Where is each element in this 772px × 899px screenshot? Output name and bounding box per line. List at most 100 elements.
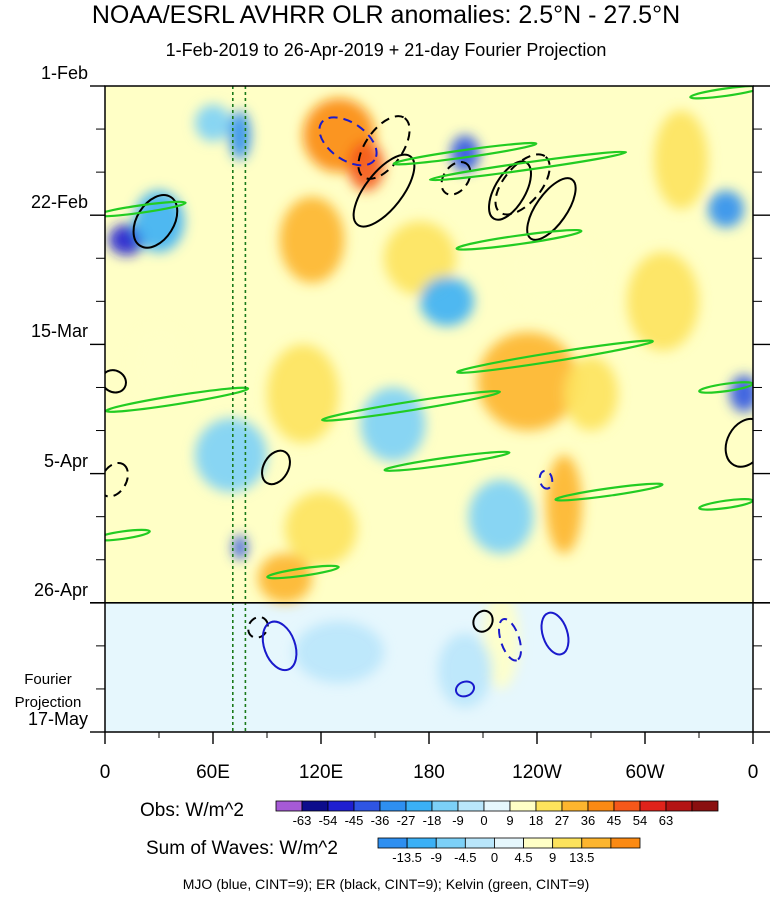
waves-colorbar-swatch xyxy=(435,837,466,849)
obs-colorbar-tick-label: 0 xyxy=(480,813,488,828)
obs-colorbar-swatch xyxy=(431,800,459,812)
kelvin-contour xyxy=(105,200,187,218)
obs-colorbar-swatch xyxy=(587,800,615,812)
er-contour xyxy=(724,417,753,468)
anomaly-blob xyxy=(729,375,753,413)
x-tick-label: 120W xyxy=(512,762,562,783)
projection-background xyxy=(105,602,753,732)
anomaly-blob xyxy=(294,621,384,683)
plot-axes xyxy=(90,85,770,744)
anomaly-blob xyxy=(232,535,248,560)
obs-colorbar-swatch xyxy=(535,800,563,812)
waves-colorbar-swatch xyxy=(552,837,583,849)
waves-colorbar-swatch xyxy=(494,837,524,849)
anomaly-blob xyxy=(627,252,699,351)
y-tick-label: 15-Mar xyxy=(30,321,88,342)
obs-colorbar-swatch xyxy=(327,800,355,812)
er-contour xyxy=(247,616,269,639)
obs-colorbar-tick-label: 36 xyxy=(580,813,596,828)
obs-colorbar-tick-label: 54 xyxy=(632,813,648,828)
kelvin-contour xyxy=(392,141,538,166)
obs-colorbar-swatch xyxy=(353,800,381,812)
y-tick-label: 26-Apr xyxy=(33,579,88,600)
chart-title: NOAA/ESRL AVHRR OLR anomalies: 2.5°N - 2… xyxy=(91,1,681,29)
obs-colorbar-swatch xyxy=(665,800,693,812)
obs-colorbar-swatch xyxy=(275,800,303,812)
obs-colorbar-tick-label: -63 xyxy=(292,813,312,828)
er-contour xyxy=(494,153,551,216)
obs-colorbar-tick-label: -54 xyxy=(318,813,338,828)
kelvin-contour xyxy=(266,564,340,580)
x-tick-label: 120E xyxy=(298,762,344,783)
waves-colorbar-swatch xyxy=(464,837,495,849)
waves-colorbar-swatch xyxy=(610,837,641,849)
waves-colorbar-tick-label: -13.5 xyxy=(392,850,422,865)
x-tick-label: 0 xyxy=(747,762,759,783)
kelvin-contour xyxy=(105,386,250,413)
kelvin-contour xyxy=(455,228,583,251)
anomaly-blob xyxy=(267,344,339,443)
waves-colorbar-swatch xyxy=(523,837,554,849)
obs-colorbar-swatch xyxy=(483,800,511,812)
waves-colorbar-tick-label: -4.5 xyxy=(454,850,477,865)
anomaly-blob xyxy=(468,479,534,554)
obs-colorbar-swatch xyxy=(691,800,719,812)
obs-colorbar-tick-label: -18 xyxy=(422,813,442,828)
anomaly-blobs xyxy=(108,98,753,708)
obs-colorbar-tick-label: -9 xyxy=(452,813,464,828)
waves-colorbar-tick-label: -9 xyxy=(430,850,442,865)
mjo-contour xyxy=(318,116,378,167)
obs-colorbar-tick-label: 18 xyxy=(528,813,544,828)
er-contour xyxy=(472,609,494,633)
waves-colorbar-tick-label: 4.5 xyxy=(514,850,533,865)
obs-colorbar-tick-label: -36 xyxy=(370,813,390,828)
er-contour xyxy=(526,177,577,241)
anomaly-blob xyxy=(564,356,618,431)
anomaly-blob xyxy=(450,135,480,173)
anomaly-blob xyxy=(279,196,345,283)
wave-legend-note: MJO (blue, CINT=9); ER (black, CINT=9); … xyxy=(182,876,590,892)
obs-colorbar-tick-label: 27 xyxy=(554,813,570,828)
anomaly-blob xyxy=(477,332,579,431)
mjo-contour xyxy=(454,680,476,698)
y-tick-label: 17-May xyxy=(27,709,88,729)
waves-colorbar-tick-label: 9 xyxy=(549,850,557,865)
mjo-contour xyxy=(261,620,298,672)
anomaly-blob xyxy=(384,221,456,296)
anomaly-blob xyxy=(510,233,600,308)
kelvin-contour xyxy=(456,339,654,374)
obs-colorbar-swatch xyxy=(561,800,589,812)
obs-colorbar-swatch xyxy=(405,800,433,812)
anomaly-blob xyxy=(285,492,357,566)
anomaly-blob xyxy=(420,276,474,326)
anomaly-blob xyxy=(195,418,267,493)
colorbars xyxy=(275,800,719,849)
wave-contours xyxy=(105,86,753,732)
obs-colorbar-title: Obs: W/m^2 xyxy=(140,800,244,821)
obs-colorbar-tick-label: 45 xyxy=(606,813,622,828)
y-tick-label: 1-Feb xyxy=(40,63,88,83)
anomaly-blob xyxy=(132,325,186,400)
mjo-contour xyxy=(497,617,523,662)
er-contour xyxy=(440,160,472,196)
waves-colorbar-tick-label: 0 xyxy=(490,850,499,865)
y-tick-label: 22-Feb xyxy=(30,192,88,213)
er-contour xyxy=(132,194,179,249)
olr-anomaly-field xyxy=(105,86,753,732)
kelvin-contour xyxy=(105,528,151,542)
obs-colorbar-swatch xyxy=(639,800,667,812)
obs-colorbar-tick-label: 9 xyxy=(506,813,514,828)
mjo-contour xyxy=(538,469,554,490)
kelvin-contour xyxy=(428,150,628,182)
x-tick-label: 60E xyxy=(196,762,230,783)
x-tick-label: 0 xyxy=(99,762,111,783)
er-contour xyxy=(261,449,291,486)
anomaly-blob xyxy=(133,190,185,253)
obs-colorbar-swatch xyxy=(457,800,485,812)
x-tick-label: 180 xyxy=(413,762,445,783)
chart-subtitle: 1-Feb-2019 to 26-Apr-2019 + 21-day Fouri… xyxy=(165,40,607,60)
kelvin-contour xyxy=(383,450,511,472)
fourier-projection-label: Fourier Projection xyxy=(14,671,82,711)
x-tick-label: 60W xyxy=(625,762,665,783)
